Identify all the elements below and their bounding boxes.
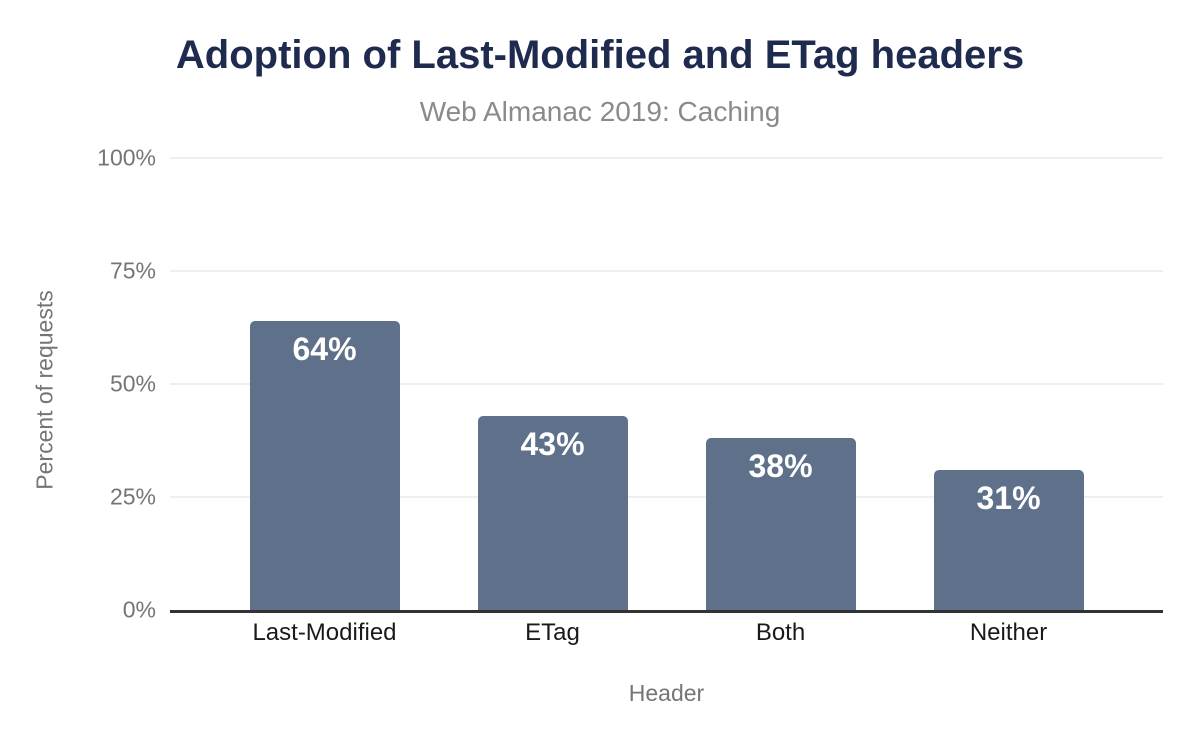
bar-value-label: 64% bbox=[292, 330, 357, 367]
plot-area: 64% 43% 38% 31% bbox=[170, 157, 1163, 613]
x-axis-tick-labels: Last-Modified ETag Both Neither bbox=[170, 621, 1163, 645]
gridline bbox=[170, 270, 1163, 272]
bar-value-label: 38% bbox=[748, 448, 813, 485]
x-tick-label: Both bbox=[755, 619, 806, 646]
bar-value-label: 31% bbox=[976, 479, 1041, 516]
x-tick-label: Last-Modified bbox=[252, 619, 397, 646]
chart-title: Adoption of Last-Modified and ETag heade… bbox=[175, 33, 1025, 77]
x-tick-label: Neither bbox=[969, 619, 1048, 646]
gridline bbox=[170, 496, 1163, 498]
y-tick-label: 50% bbox=[109, 370, 156, 397]
x-axis-title: Header bbox=[628, 680, 705, 706]
y-tick-label: 0% bbox=[122, 596, 156, 623]
x-tick-label: ETag bbox=[525, 619, 580, 646]
bar-ETag: 43% bbox=[477, 415, 628, 610]
y-axis-tick-labels: 0% 25% 50% 75% 100% bbox=[0, 146, 156, 621]
bars-layer: 64% 43% 38% 31% bbox=[170, 158, 1163, 610]
y-tick-label: 100% bbox=[97, 144, 156, 171]
bar-value-label: 43% bbox=[520, 425, 585, 462]
bar-Both: 38% bbox=[705, 438, 856, 610]
gridline bbox=[170, 157, 1163, 159]
y-tick-label: 75% bbox=[109, 257, 156, 284]
chart-subtitle: Web Almanac 2019: Caching bbox=[419, 96, 781, 127]
y-tick-label: 25% bbox=[109, 483, 156, 510]
bar-Neither: 31% bbox=[933, 469, 1084, 610]
bar-Last-Modified: 64% bbox=[249, 320, 400, 610]
gridline bbox=[170, 383, 1163, 385]
